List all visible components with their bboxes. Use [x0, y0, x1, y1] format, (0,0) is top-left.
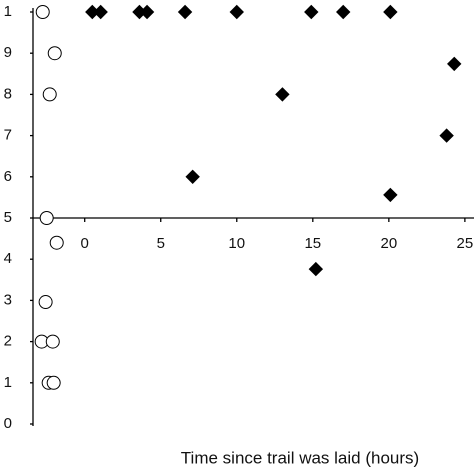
circle-point [35, 5, 50, 19]
diamond-point [336, 4, 351, 20]
x-tick-label: 10 [228, 235, 245, 252]
diamond-point [185, 169, 200, 185]
circle-point [46, 375, 61, 390]
y-tick-label: 2 [4, 333, 12, 350]
circle-point [38, 295, 53, 310]
circle-point [45, 334, 60, 349]
y-tick-label: 0 [4, 415, 12, 432]
diamond-point [383, 4, 398, 20]
diamond-point [275, 87, 290, 102]
diamond-point [439, 128, 454, 143]
y-tick-label: 8 [4, 85, 12, 102]
x-tick-label: 15 [304, 235, 321, 252]
diamond-point [139, 4, 155, 20]
diamond-point [229, 4, 244, 20]
y-tick-label: 3 [4, 291, 12, 308]
y-tick-label: 1 [4, 374, 12, 391]
circle-point [47, 46, 62, 61]
y-tick-label: 6 [4, 168, 12, 185]
y-tick-label: 7 [4, 127, 12, 144]
y-tick-label: 5 [4, 209, 12, 226]
diamond-point [304, 4, 319, 20]
x-tick-label: 0 [81, 235, 89, 252]
y-tick-label: 9 [4, 44, 12, 61]
circle-point [42, 87, 57, 102]
y-tick-label: 1 [4, 3, 12, 20]
diamond-point [177, 4, 193, 20]
circle-point [49, 235, 64, 250]
x-tick-label: 25 [457, 235, 474, 252]
y-tick-label: 4 [4, 250, 12, 267]
diamond-point [447, 56, 462, 72]
diamond-point [308, 261, 324, 277]
circle-point [39, 211, 54, 225]
x-tick-label: 20 [380, 235, 397, 252]
x-axis-label: Time since trail was laid (hours) [181, 448, 419, 467]
diamond-point [93, 4, 108, 20]
diamond-point [383, 187, 398, 203]
x-tick-label: 5 [157, 235, 165, 252]
